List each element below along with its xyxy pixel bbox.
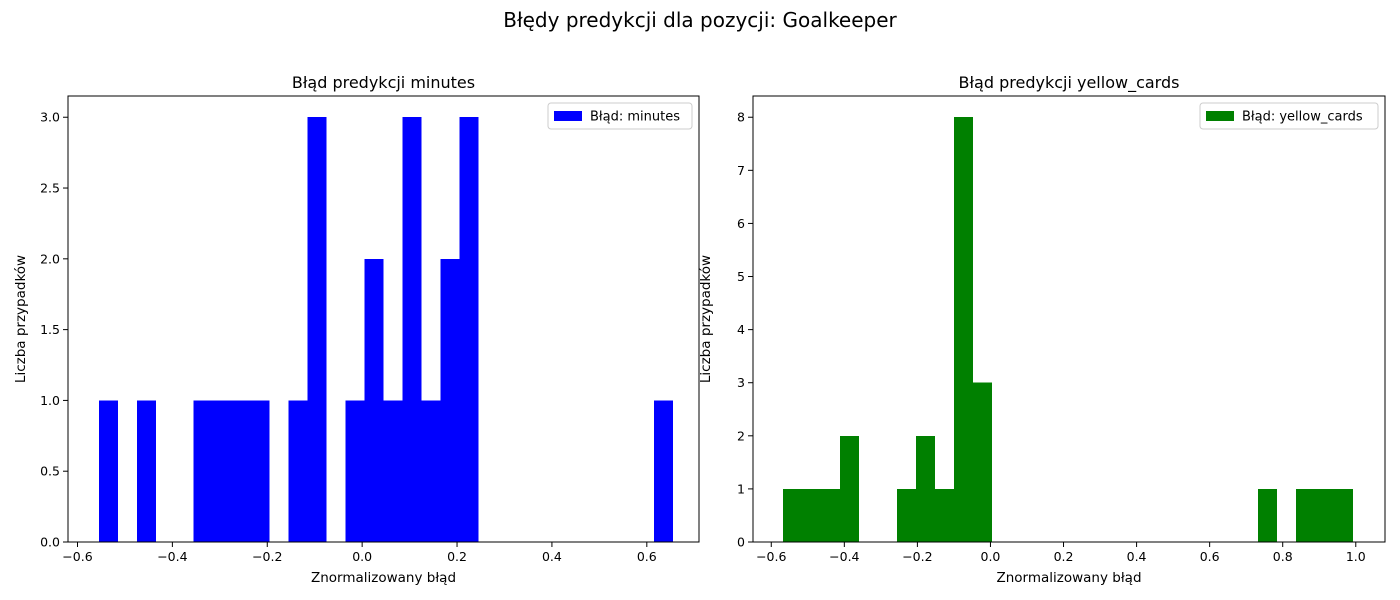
panel1-bar — [136, 400, 156, 542]
panel2-y-tick-label: 5 — [737, 269, 745, 284]
panel2-x-tick-label: 1.0 — [1346, 549, 1366, 564]
panel1-bar — [364, 258, 384, 542]
panel1-title: Błąd predykcji minutes — [292, 73, 475, 92]
panel1-y-tick-label: 2.0 — [40, 251, 60, 266]
panel1-bar — [231, 400, 251, 542]
panel2-legend-swatch — [1206, 111, 1234, 121]
panel2-legend-box — [1199, 102, 1379, 130]
panel1-bar — [345, 400, 365, 542]
panel2-bar — [915, 435, 935, 542]
panel2-bar — [1295, 488, 1315, 542]
panel2-bar — [953, 117, 973, 542]
panel1-y-tick-label: 1.5 — [40, 322, 60, 337]
panel2-x-tick-label: 0.0 — [981, 549, 1001, 564]
panel1-bar — [421, 400, 441, 542]
panel1-bar — [402, 117, 422, 542]
panel1-y-tick-label: 3.0 — [40, 110, 60, 125]
panel2-x-tick-label: 0.6 — [1200, 549, 1220, 564]
panel1-x-tick-label: 0.6 — [637, 549, 657, 564]
panel2-x-tick-label: 0.8 — [1273, 549, 1293, 564]
panel1-y-tick-label: 0.0 — [40, 535, 60, 550]
panel1-bar — [212, 400, 232, 542]
panel1-bar — [98, 400, 118, 542]
panel2-y-tick-label: 8 — [737, 110, 745, 125]
panel1-x-axis-label: Znormalizowany błąd — [311, 570, 456, 586]
panel1-bar — [440, 258, 460, 542]
panel1-y-axis-label: Liczba przypadków — [13, 255, 29, 383]
panel2-legend-label: Błąd: yellow_cards — [1242, 110, 1363, 125]
panel1-y-tick-label: 1.0 — [40, 393, 60, 408]
panel2-bar — [1257, 488, 1277, 542]
panel2-x-tick-label: −0.4 — [829, 549, 859, 564]
panel1-legend-box — [547, 102, 693, 130]
panel2-bar — [896, 488, 916, 542]
panel2-bar — [934, 488, 954, 542]
panel1-bar — [193, 400, 213, 542]
panel2-y-tick-label: 7 — [737, 163, 745, 178]
panel2-y-tick-label: 2 — [737, 428, 745, 443]
panel1-y-tick-label: 2.5 — [40, 181, 60, 196]
panel2-bar — [972, 382, 992, 542]
panel2-bar — [820, 488, 840, 542]
panel2-y-tick-label: 0 — [737, 535, 745, 550]
panel2-y-axis-label: Liczba przypadków — [698, 255, 714, 383]
panel1-bar — [250, 400, 270, 542]
panel2-bar — [801, 488, 821, 542]
panel2-y-tick-label: 4 — [737, 322, 745, 337]
panel1-x-tick-label: 0.4 — [542, 549, 562, 564]
panel2-bar — [782, 488, 802, 542]
panel1-axes-frame — [67, 95, 700, 543]
panel1-x-tick-label: 0.0 — [352, 549, 372, 564]
panel1-legend-label: Błąd: minutes — [590, 110, 680, 125]
panel2-x-tick-label: 0.2 — [1054, 549, 1074, 564]
panel2-y-tick-label: 6 — [737, 216, 745, 231]
panel1-legend-swatch — [554, 111, 582, 121]
panel2-x-axis-label: Znormalizowany błąd — [996, 570, 1141, 586]
panel1-bar — [459, 117, 479, 542]
panel1-bar — [288, 400, 308, 542]
panel2-y-tick-label: 1 — [737, 481, 745, 496]
panel1-y-tick-label: 0.5 — [40, 464, 60, 479]
panel2-bar — [839, 435, 859, 542]
panel1-x-tick-label: −0.6 — [62, 549, 92, 564]
panel1-bar — [653, 400, 673, 542]
panel1-x-tick-label: −0.4 — [157, 549, 187, 564]
figure-title: Błędy predykcji dla pozycji: Goalkeeper — [503, 8, 897, 32]
panel2-title: Błąd predykcji yellow_cards — [959, 73, 1180, 93]
panel2-x-tick-label: 0.4 — [1127, 549, 1147, 564]
panel2-x-tick-label: −0.2 — [902, 549, 932, 564]
panel2-bar — [1333, 488, 1353, 542]
panel1-x-tick-label: −0.2 — [252, 549, 282, 564]
panel2-y-tick-label: 3 — [737, 375, 745, 390]
panel2-bar — [1314, 488, 1334, 542]
panel2-x-tick-label: −0.6 — [756, 549, 786, 564]
panel1-bar — [307, 117, 327, 542]
panel1-x-tick-label: 0.2 — [447, 549, 467, 564]
panel2-axes-frame — [752, 95, 1386, 543]
panel1-bar — [383, 400, 403, 542]
